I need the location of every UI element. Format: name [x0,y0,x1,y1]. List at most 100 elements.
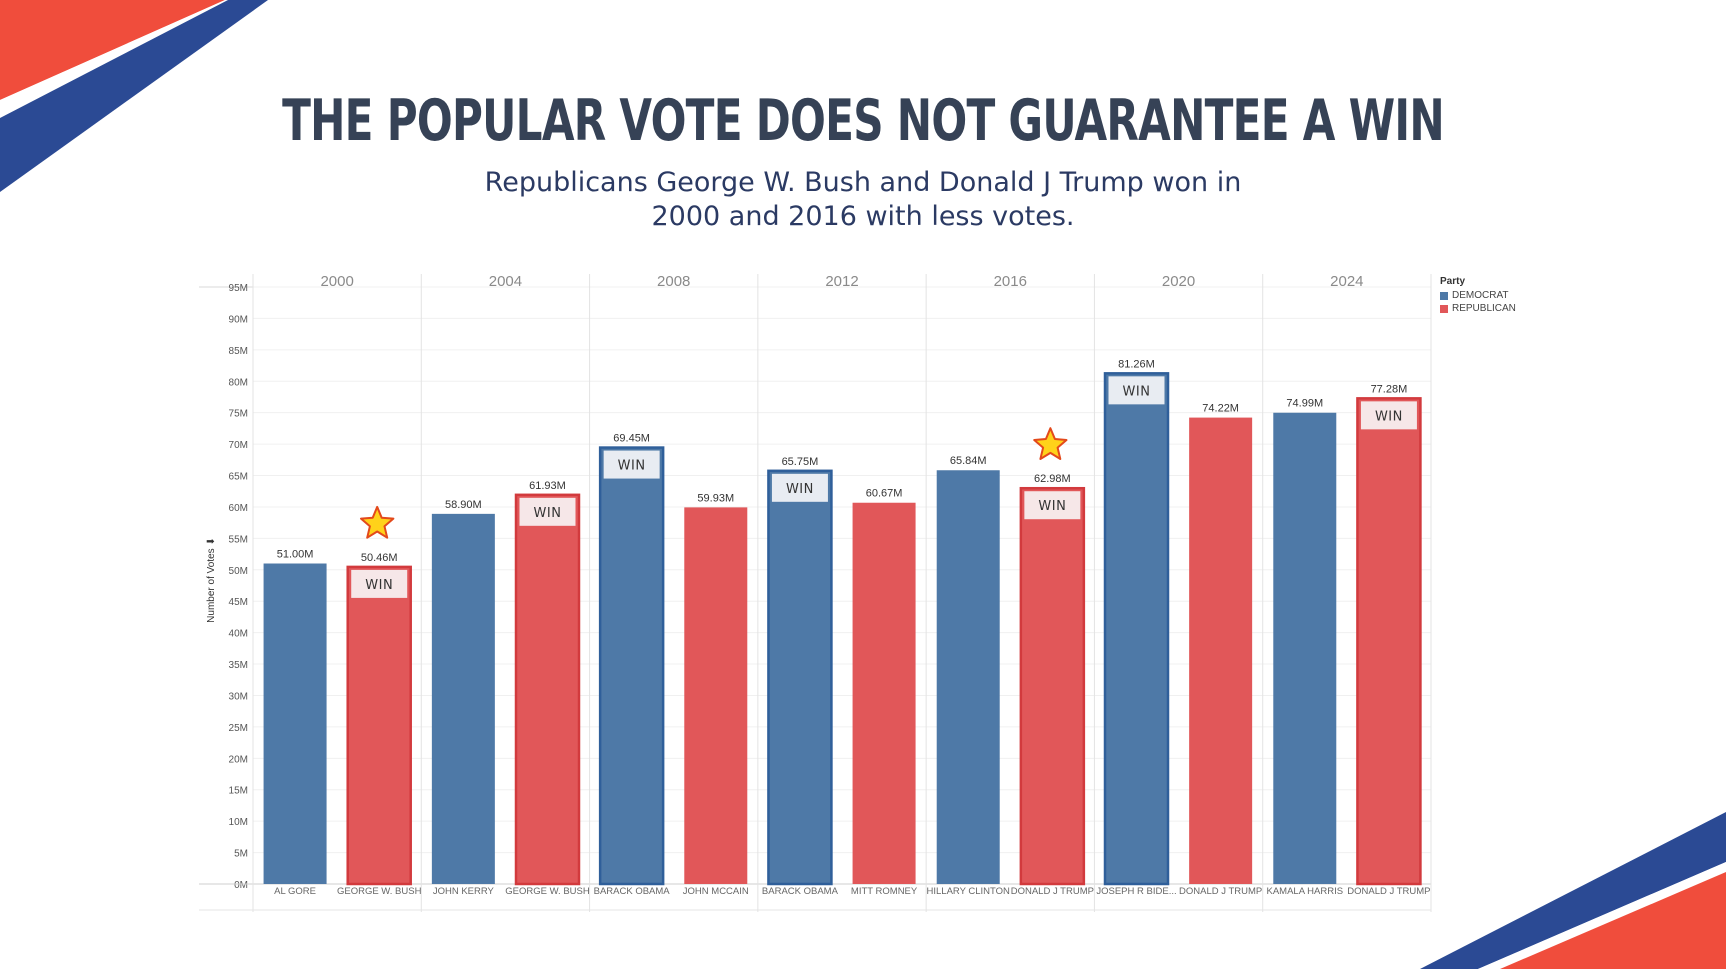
x-tick-label: GEORGE W. BUSH [505,886,590,897]
win-badge [1108,376,1165,405]
bar [1273,412,1337,884]
x-tick-label: KAMALA HARRIS [1267,886,1344,897]
x-tick-label: MITT ROMNEY [851,886,918,897]
x-tick-label: JOSEPH R BIDE... [1096,886,1176,897]
y-tick-label: 15M [229,786,248,797]
y-tick-label: 95M [229,283,248,294]
bar [852,502,916,884]
x-tick-label: DONALD J TRUMP [1347,886,1430,897]
win-badge [351,569,408,598]
legend-swatch-democrat [1440,291,1448,300]
y-tick-label: 65M [229,472,248,483]
x-tick-label: JOHN MCCAIN [683,886,749,897]
legend-title: Party [1440,276,1466,287]
bar-value-label: 61.93M [529,480,566,492]
bar-value-label: 65.84M [950,455,987,467]
star-icon [1033,427,1068,460]
bar-value-label: 62.98M [1034,473,1071,485]
y-tick-label: 20M [229,754,248,765]
page-title: THE POPULAR VOTE DOES NOT GUARANTEE A WI… [282,88,1445,154]
year-header: 2016 [994,273,1027,290]
bar-value-label: 51.00M [277,549,314,561]
legend-item-republican[interactable]: REPUBLICAN [1440,302,1516,315]
year-header: 2020 [1162,273,1195,290]
bar [514,493,581,886]
y-tick-label: 25M [229,723,248,734]
year-header: 2000 [320,273,353,290]
star-icon [360,505,395,539]
bar-value-label: 50.46M [361,552,398,564]
bar [598,446,665,886]
chart-legend: Party DEMOCRAT REPUBLICAN [1440,276,1516,315]
year-header: 2012 [825,273,858,290]
y-tick-label: 0M [234,880,248,891]
bar [1189,417,1253,884]
legend-item-democrat[interactable]: DEMOCRAT [1440,289,1516,302]
bar [1019,486,1086,886]
bar [1356,397,1422,886]
year-header: 2008 [657,273,690,290]
bar-value-label: 69.45M [613,433,650,445]
stripe-white-bottom [1478,862,1726,969]
subtitle-line-2: 2000 and 2016 with less votes. [651,201,1075,232]
x-tick-label: GEORGE W. BUSH [337,886,422,897]
y-tick-label: 45M [229,597,248,608]
bar-value-label: 81.26M [1118,358,1155,370]
bar-value-label: 58.90M [445,499,482,511]
bar [346,565,412,886]
y-tick-label: 70M [229,440,248,451]
win-badge [771,473,828,502]
x-tick-label: BARACK OBAMA [594,886,671,897]
win-label: WIN [618,459,646,474]
win-badge [1024,491,1081,520]
win-badge [519,497,576,526]
y-tick-label: 40M [229,629,248,640]
bar [684,507,748,884]
y-tick-label: 60M [229,503,248,514]
win-label: WIN [1375,409,1403,424]
bar-value-label: 77.28M [1371,383,1408,395]
x-tick-label: JOHN KERRY [433,886,495,897]
y-tick-label: 30M [229,691,248,702]
y-tick-label: 75M [229,409,248,420]
win-badge [1360,401,1417,430]
y-tick-label: 85M [229,346,248,357]
win-label: WIN [786,482,814,497]
year-header: 2004 [489,273,522,290]
x-tick-label: AL GORE [274,886,316,897]
bar [1103,372,1170,886]
x-tick-label: DONALD J TRUMP [1179,886,1262,897]
y-axis-title: Number of Votes ⬇ [206,537,217,623]
win-label: WIN [1123,384,1151,399]
win-label: WIN [534,506,562,521]
y-tick-label: 5M [234,849,248,860]
stripe-blue-bottom [1420,812,1726,969]
subtitle-line-1: Republicans George W. Bush and Donald J … [484,167,1242,198]
y-tick-label: 10M [229,817,248,828]
legend-label-republican: REPUBLICAN [1452,303,1516,314]
y-tick-label: 80M [229,377,248,388]
stripe-blue-top [0,0,268,192]
legend-label-democrat: DEMOCRAT [1452,290,1509,301]
win-label: WIN [1038,499,1066,514]
bar [936,470,1000,884]
year-header: 2024 [1330,273,1363,290]
page-subtitle: Republicans George W. Bush and Donald J … [463,166,1263,234]
y-tick-label: 90M [229,314,248,325]
bar-value-label: 60.67M [866,488,903,500]
bar-value-label: 59.93M [697,492,734,504]
win-badge [603,450,660,479]
bar-value-label: 74.22M [1202,403,1239,415]
x-tick-label: DONALD J TRUMP [1011,886,1094,897]
x-tick-label: BARACK OBAMA [762,886,839,897]
bar [263,563,327,884]
bar [431,513,495,884]
x-tick-label: HILLARY CLINTON [927,886,1011,897]
y-tick-label: 35M [229,660,248,671]
bar [767,469,833,886]
stripe-red-bottom [1500,872,1726,969]
bar-value-label: 74.99M [1286,398,1323,410]
legend-swatch-republican [1440,304,1448,313]
